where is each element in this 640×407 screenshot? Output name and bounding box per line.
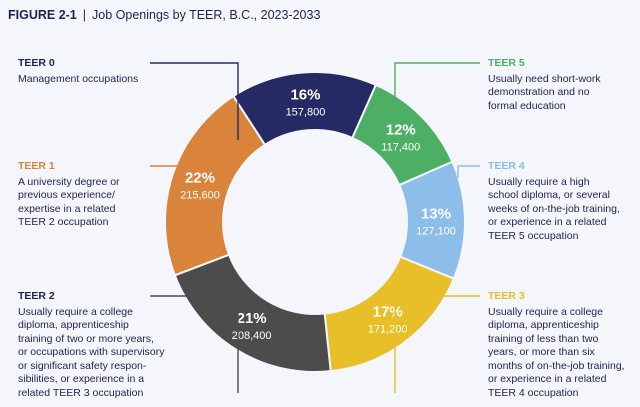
slice-teer-1 — [164, 94, 267, 277]
leader-line — [394, 295, 480, 393]
teer-name: TEER 1 — [18, 160, 55, 172]
leader-line — [150, 165, 181, 180]
slice-percent-label: 17% — [373, 304, 403, 321]
teer-name: TEER 4 — [488, 160, 525, 172]
leader-line — [457, 165, 480, 178]
leader-line — [150, 295, 239, 393]
leader-line — [394, 62, 480, 110]
teer-name: TEER 2 — [18, 290, 55, 302]
teer-description: Usually require a college diploma, appre… — [18, 305, 165, 399]
label-teer-3: TEER 3 Usually require a college diploma,… — [488, 290, 638, 400]
label-teer-0: TEER 0 Management occupations — [18, 57, 218, 86]
figure-label: FIGURE 2-1 — [8, 8, 77, 22]
teer-description: Management occupations — [18, 72, 139, 85]
teer-description: Usually require a college diploma, appre… — [488, 305, 625, 399]
label-teer-5: TEER 5 Usually need short-work demonstrat… — [488, 57, 638, 113]
slice-percent-label: 22% — [185, 169, 215, 186]
teer-description: A university degree or previous experien… — [18, 175, 120, 229]
label-teer-2: TEER 2 Usually require a college diploma,… — [18, 290, 233, 400]
teer-name: TEER 0 — [18, 57, 55, 69]
figure-header: FIGURE 2-1 | Job Openings by TEER, B.C., 2… — [8, 8, 320, 22]
label-teer-1: TEER 1 A university degree or previous ex… — [18, 160, 218, 230]
header-separator: | — [82, 8, 87, 22]
label-teer-4: TEER 4 Usually require a high school dipl… — [488, 160, 638, 243]
slice-value-label: 208,400 — [232, 330, 272, 342]
slice-value-label: 157,800 — [286, 106, 326, 118]
slice-percent-label: 13% — [421, 205, 451, 222]
slice-percent-label: 16% — [290, 86, 320, 103]
slice-percent-label: 12% — [386, 122, 416, 139]
teer-description: Usually need short-work demonstration an… — [488, 72, 601, 112]
slice-value-label: 171,200 — [368, 324, 408, 336]
teer-description: Usually require a high school diploma, o… — [488, 175, 620, 242]
slice-value-label: 127,100 — [416, 225, 456, 237]
chart-title: Job Openings by TEER, B.C., 2023-2033 — [92, 8, 321, 22]
slice-value-label: 215,600 — [180, 189, 220, 201]
teer-name: TEER 3 — [488, 290, 525, 302]
teer-name: TEER 5 — [488, 57, 525, 69]
slice-percent-label: 21% — [237, 310, 267, 327]
slice-value-label: 117,400 — [381, 142, 420, 154]
leader-line — [150, 62, 239, 140]
